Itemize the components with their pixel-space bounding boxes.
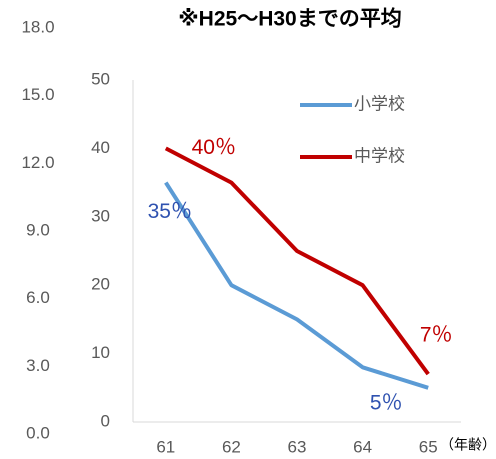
- y2-tick-label: 20: [91, 275, 110, 294]
- chart-title: ※H25〜H30までの平均: [178, 7, 401, 31]
- series-line: [164, 181, 429, 390]
- y2-tick-label: 40: [91, 138, 110, 157]
- x-tick-label: 62: [222, 437, 241, 456]
- y2-tick-label: 50: [91, 69, 110, 88]
- legend-label: 小学校: [354, 94, 405, 113]
- series-line: [164, 146, 430, 376]
- data-label: 5％: [370, 391, 403, 414]
- legend-label: 中学校: [354, 146, 405, 165]
- y-tick-label: 9.0: [26, 220, 50, 239]
- x-tick-label: 63: [288, 437, 307, 456]
- y-tick-label: 18.0: [21, 17, 54, 36]
- y2-tick-label: 0: [101, 411, 110, 430]
- x-tick-label: 65: [419, 437, 438, 456]
- data-label: 35％: [148, 200, 192, 223]
- data-label: 7％: [420, 324, 453, 347]
- data-label: 40％: [192, 136, 236, 159]
- x-axis-label: （年齢）: [440, 437, 496, 453]
- y-tick-label: 12.0: [21, 153, 54, 172]
- y-tick-label: 15.0: [21, 85, 54, 104]
- y-tick-label: 6.0: [26, 288, 50, 307]
- y2-tick-label: 30: [91, 206, 110, 225]
- x-tick-label: 61: [156, 437, 175, 456]
- y2-tick-label: 10: [91, 343, 110, 362]
- y-tick-label: 3.0: [26, 356, 50, 375]
- y-tick-label: 0.0: [26, 423, 50, 442]
- x-tick-label: 64: [353, 437, 372, 456]
